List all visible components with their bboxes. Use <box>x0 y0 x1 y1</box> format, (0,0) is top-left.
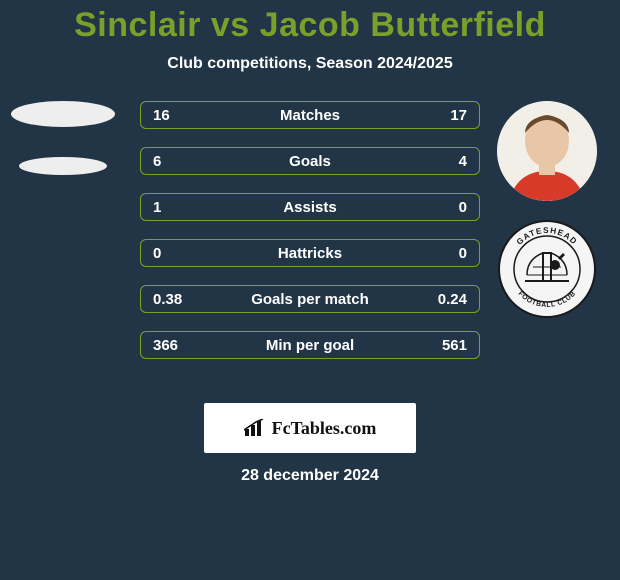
stat-label: Goals per match <box>211 291 409 308</box>
stats-table: 16 Matches 17 6 Goals 4 1 Assists 0 0 Ha… <box>140 101 480 359</box>
stat-right-value: 4 <box>409 153 467 170</box>
page-subtitle: Club competitions, Season 2024/2025 <box>0 55 620 73</box>
stat-label: Goals <box>211 153 409 170</box>
stat-label: Matches <box>211 107 409 124</box>
player-right-column: GATESHEAD FOOTBALL CLUB <box>492 101 602 319</box>
stat-left-value: 0.38 <box>153 291 211 308</box>
club-badge-icon: GATESHEAD FOOTBALL CLUB <box>497 219 597 319</box>
stat-right-value: 0 <box>409 245 467 262</box>
brand-attribution[interactable]: FcTables.com <box>204 403 416 453</box>
stat-left-value: 6 <box>153 153 211 170</box>
stat-label: Min per goal <box>211 337 409 354</box>
player-right-avatar <box>497 101 597 201</box>
player-left-avatar-placeholder <box>11 101 115 127</box>
player-left-column <box>8 101 118 175</box>
stat-row: 6 Goals 4 <box>140 147 480 175</box>
brand-text: FcTables.com <box>272 418 377 439</box>
player-left-club-placeholder <box>19 157 107 175</box>
stat-right-value: 0 <box>409 199 467 216</box>
stat-right-value: 561 <box>409 337 467 354</box>
stat-label: Assists <box>211 199 409 216</box>
date-text: 28 december 2024 <box>0 467 620 485</box>
stat-row: 0.38 Goals per match 0.24 <box>140 285 480 313</box>
stat-row: 16 Matches 17 <box>140 101 480 129</box>
stat-label: Hattricks <box>211 245 409 262</box>
player-right-club-badge: GATESHEAD FOOTBALL CLUB <box>497 219 597 319</box>
avatar-photo-icon <box>497 101 597 201</box>
stat-left-value: 0 <box>153 245 211 262</box>
page-title: Sinclair vs Jacob Butterfield <box>0 0 620 45</box>
stat-right-value: 0.24 <box>409 291 467 308</box>
stat-left-value: 1 <box>153 199 211 216</box>
stat-right-value: 17 <box>409 107 467 124</box>
stat-left-value: 16 <box>153 107 211 124</box>
stat-row: 366 Min per goal 561 <box>140 331 480 359</box>
stat-left-value: 366 <box>153 337 211 354</box>
bar-chart-icon <box>244 419 266 437</box>
stat-row: 0 Hattricks 0 <box>140 239 480 267</box>
stat-row: 1 Assists 0 <box>140 193 480 221</box>
